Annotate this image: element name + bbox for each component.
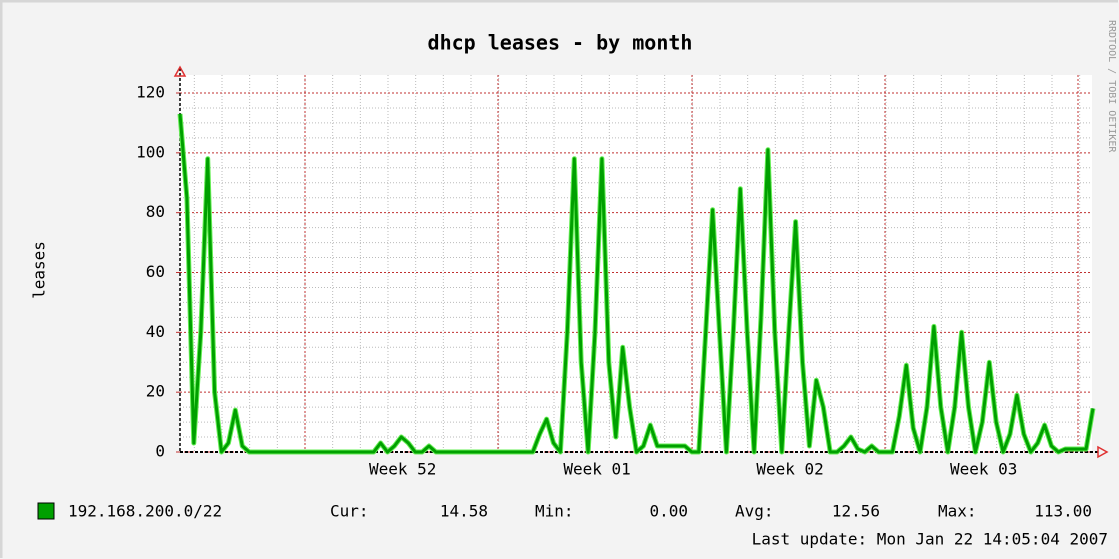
stat-value: 0.00 [649, 502, 688, 521]
stat-value: 12.56 [832, 502, 880, 521]
last-update: Last update: Mon Jan 22 14:05:04 2007 [752, 530, 1108, 549]
stat-value: 113.00 [1034, 502, 1092, 521]
stat-label: Max: [938, 502, 977, 521]
y-axis-label: leases [30, 241, 49, 299]
y-tick-label: 100 [136, 142, 165, 161]
x-axis-arrow [1097, 445, 1109, 459]
stat-label: Cur: [330, 502, 369, 521]
stat-value: 14.58 [440, 502, 488, 521]
legend-swatch [37, 502, 55, 520]
x-tick-label: Week 03 [950, 460, 1017, 479]
y-tick-label: 0 [155, 442, 165, 461]
side-text: RRDTOOL / TOBI OETIKER [1106, 20, 1117, 153]
y-tick-label: 120 [136, 83, 165, 102]
y-tick-label: 80 [146, 202, 165, 221]
y-axis-arrow [173, 65, 187, 77]
stat-label: Min: [535, 502, 574, 521]
x-tick-label: Week 02 [756, 460, 823, 479]
stat-label: Avg: [735, 502, 774, 521]
y-tick-label: 40 [146, 322, 165, 341]
y-tick-label: 60 [146, 262, 165, 281]
x-tick-label: Week 52 [369, 460, 436, 479]
legend-label: 192.168.200.0/22 [68, 502, 222, 521]
chart-title: dhcp leases - by month [428, 31, 693, 55]
x-tick-label: Week 01 [563, 460, 630, 479]
y-tick-label: 20 [146, 382, 165, 401]
series-line [178, 113, 1095, 454]
